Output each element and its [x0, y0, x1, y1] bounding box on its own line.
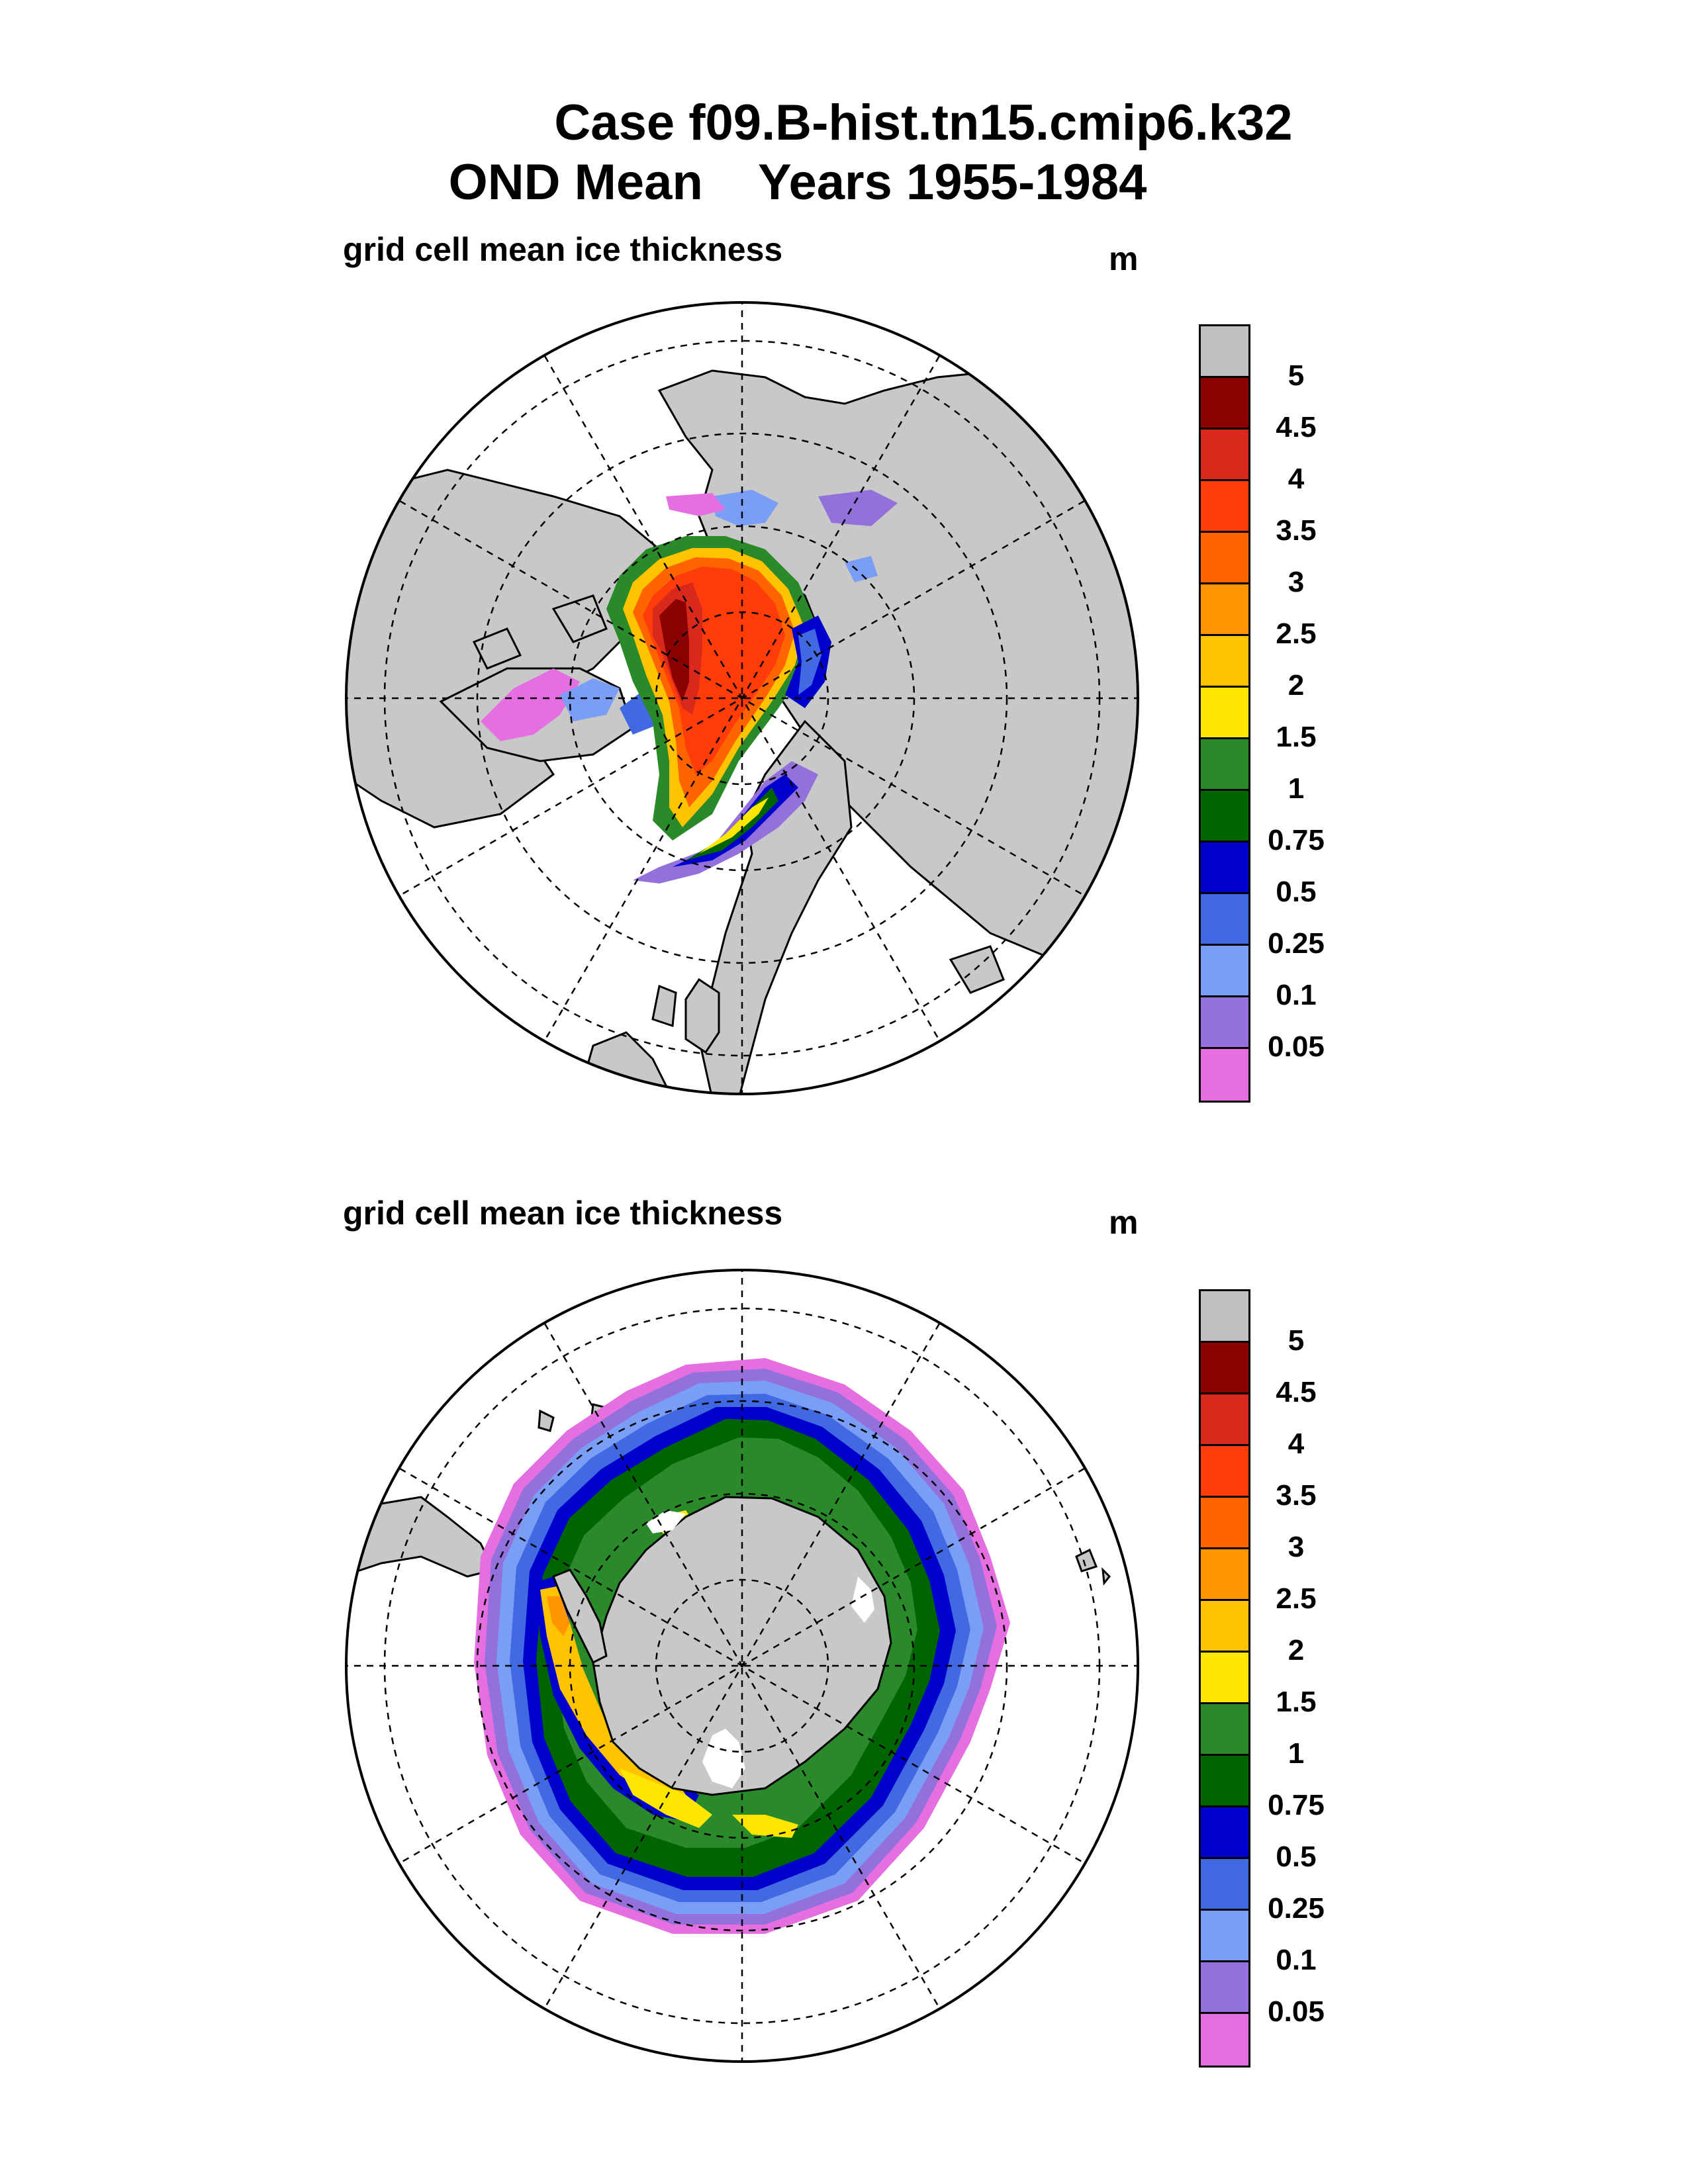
- figure-title-line2: OND Mean Years 1955-1984: [448, 154, 1147, 210]
- legend-tick-label: 5: [1288, 359, 1305, 392]
- legend-tick-label: 2: [1288, 1634, 1305, 1666]
- legend-swatch: [1201, 1601, 1248, 1653]
- legend-swatch: [1201, 1704, 1248, 1756]
- antarctic-graticule: [346, 1270, 1138, 2062]
- legend-swatch: [1201, 946, 1248, 997]
- legend-tick-label: 0.25: [1268, 927, 1325, 960]
- arctic-land: [346, 369, 1138, 1094]
- antarctic-ice-shelf: [646, 1510, 874, 1788]
- legend-tick-label: 0.5: [1276, 1841, 1317, 1873]
- legend-north-colorbar: [1199, 324, 1250, 1103]
- figure-title-line1: Case f09.B-hist.tn15.cmip6.k32: [554, 95, 1293, 151]
- legend-swatch: [1201, 791, 1248, 842]
- legend-tick-label: 2.5: [1276, 1582, 1317, 1615]
- legend-swatch: [1201, 688, 1248, 739]
- legend-tick-label: 4: [1288, 1428, 1305, 1460]
- legend-swatch: [1201, 1343, 1248, 1394]
- legend-tick-label: 2.5: [1276, 617, 1317, 650]
- legend-swatch: [1201, 2014, 1248, 2066]
- legend-tick-label: 3.5: [1276, 514, 1317, 547]
- legend-swatch: [1201, 1049, 1248, 1101]
- legend-swatch: [1201, 1446, 1248, 1498]
- panel-north-subtitle: grid cell mean ice thickness: [343, 231, 783, 268]
- legend-tick-label: 0.05: [1268, 1995, 1325, 2028]
- legend-swatch: [1201, 739, 1248, 791]
- legend-tick-label: 0.05: [1268, 1030, 1325, 1063]
- arctic-map-border: [345, 301, 1139, 1095]
- legend-tick-label: 3.5: [1276, 1479, 1317, 1512]
- legend-swatch: [1201, 533, 1248, 584]
- legend-tick-label: 4: [1288, 463, 1305, 495]
- legend-swatch: [1201, 997, 1248, 1049]
- legend-tick-label: 0.5: [1276, 876, 1317, 908]
- legend-tick-label: 1.5: [1276, 721, 1317, 753]
- legend-swatch: [1201, 1394, 1248, 1446]
- legend-swatch: [1201, 894, 1248, 946]
- legend-swatch: [1201, 842, 1248, 894]
- legend-swatch: [1201, 430, 1248, 481]
- legend-swatch: [1201, 1911, 1248, 1962]
- legend-tick-label: 3: [1288, 1531, 1305, 1563]
- legend-tick-label: 1: [1288, 1737, 1305, 1770]
- legend-tick-label: 0.1: [1276, 1944, 1317, 1976]
- legend-tick-label: 0.75: [1268, 1789, 1325, 1821]
- legend-tick-label: 4.5: [1276, 1376, 1317, 1408]
- legend-swatch: [1201, 1756, 1248, 1807]
- legend-swatch: [1201, 1653, 1248, 1704]
- legend-swatch: [1201, 1962, 1248, 2014]
- legend-swatch: [1201, 584, 1248, 636]
- legend-tick-label: 1.5: [1276, 1686, 1317, 1718]
- antarctic-ice-thickness-map: [345, 1269, 1139, 2063]
- legend-swatch: [1201, 326, 1248, 378]
- legend-tick-label: 4.5: [1276, 411, 1317, 443]
- arctic-sea-ice: [481, 490, 898, 884]
- panel-south-subtitle: grid cell mean ice thickness: [343, 1195, 783, 1232]
- legend-swatch: [1201, 378, 1248, 430]
- panel-north-units: m: [1109, 240, 1139, 277]
- legend-tick-label: 3: [1288, 566, 1305, 598]
- legend-swatch: [1201, 1498, 1248, 1549]
- legend-tick-label: 2: [1288, 669, 1305, 702]
- legend-swatch: [1201, 1807, 1248, 1859]
- legend-swatch: [1201, 481, 1248, 533]
- legend-tick-label: 0.75: [1268, 824, 1325, 856]
- legend-tick-label: 0.1: [1276, 979, 1317, 1011]
- legend-tick-label: 5: [1288, 1324, 1305, 1357]
- legend-south-colorbar: [1199, 1289, 1250, 2068]
- legend-swatch: [1201, 1291, 1248, 1343]
- legend-swatch: [1201, 1549, 1248, 1601]
- arctic-graticule: [346, 302, 1138, 1094]
- antarctic-map-border: [345, 1269, 1139, 2063]
- arctic-ice-thickness-map: [345, 301, 1139, 1095]
- legend-tick-label: 1: [1288, 772, 1305, 805]
- legend-swatch: [1201, 1859, 1248, 1911]
- legend-swatch: [1201, 636, 1248, 688]
- panel-south-units: m: [1109, 1204, 1139, 1241]
- legend-tick-label: 0.25: [1268, 1892, 1325, 1925]
